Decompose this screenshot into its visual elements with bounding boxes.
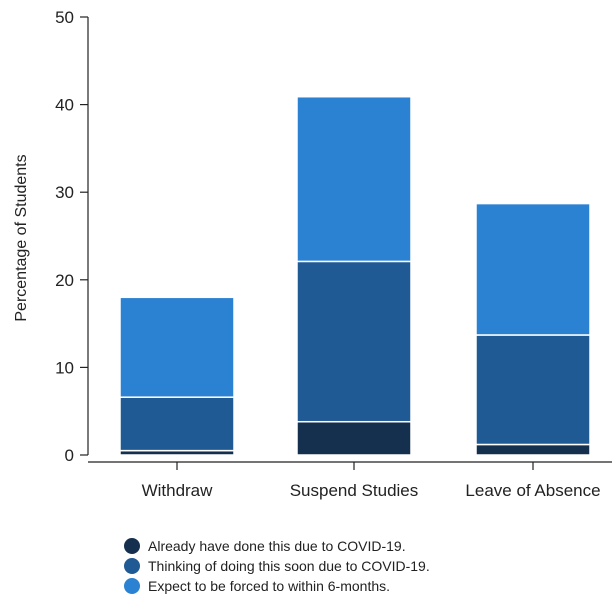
y-tick-label: 0 <box>65 446 74 465</box>
legend: Already have done this due to COVID-19. T… <box>124 538 430 594</box>
y-axis: 0 10 20 30 40 50 <box>55 8 89 465</box>
bar-segment <box>296 95 412 263</box>
legend-marker <box>124 538 140 554</box>
bars <box>119 95 591 456</box>
bar-segment <box>475 202 591 336</box>
x-category-label: Suspend Studies <box>290 481 419 500</box>
y-tick-label: 10 <box>55 358 74 377</box>
bar-segment <box>119 296 235 398</box>
y-tick-label: 20 <box>55 271 74 290</box>
legend-label: Thinking of doing this soon due to COVID… <box>148 558 430 574</box>
legend-marker <box>124 558 140 574</box>
bar-segment <box>119 396 235 452</box>
bar-segment <box>475 443 591 456</box>
x-axis: Withdraw Suspend Studies Leave of Absence <box>88 461 612 500</box>
bar-segment <box>296 260 412 423</box>
x-category-label: Withdraw <box>142 481 214 500</box>
y-tick-label: 50 <box>55 8 74 27</box>
bar-segment <box>475 334 591 446</box>
legend-label: Already have done this due to COVID-19. <box>148 538 406 554</box>
legend-marker <box>124 578 140 594</box>
bar-segment <box>296 420 412 456</box>
x-category-label: Leave of Absence <box>465 481 600 500</box>
y-tick-label: 40 <box>55 96 74 115</box>
y-tick-label: 30 <box>55 183 74 202</box>
legend-label: Expect to be forced to within 6-months. <box>148 578 390 594</box>
y-axis-label: Percentage of Students <box>13 154 30 321</box>
